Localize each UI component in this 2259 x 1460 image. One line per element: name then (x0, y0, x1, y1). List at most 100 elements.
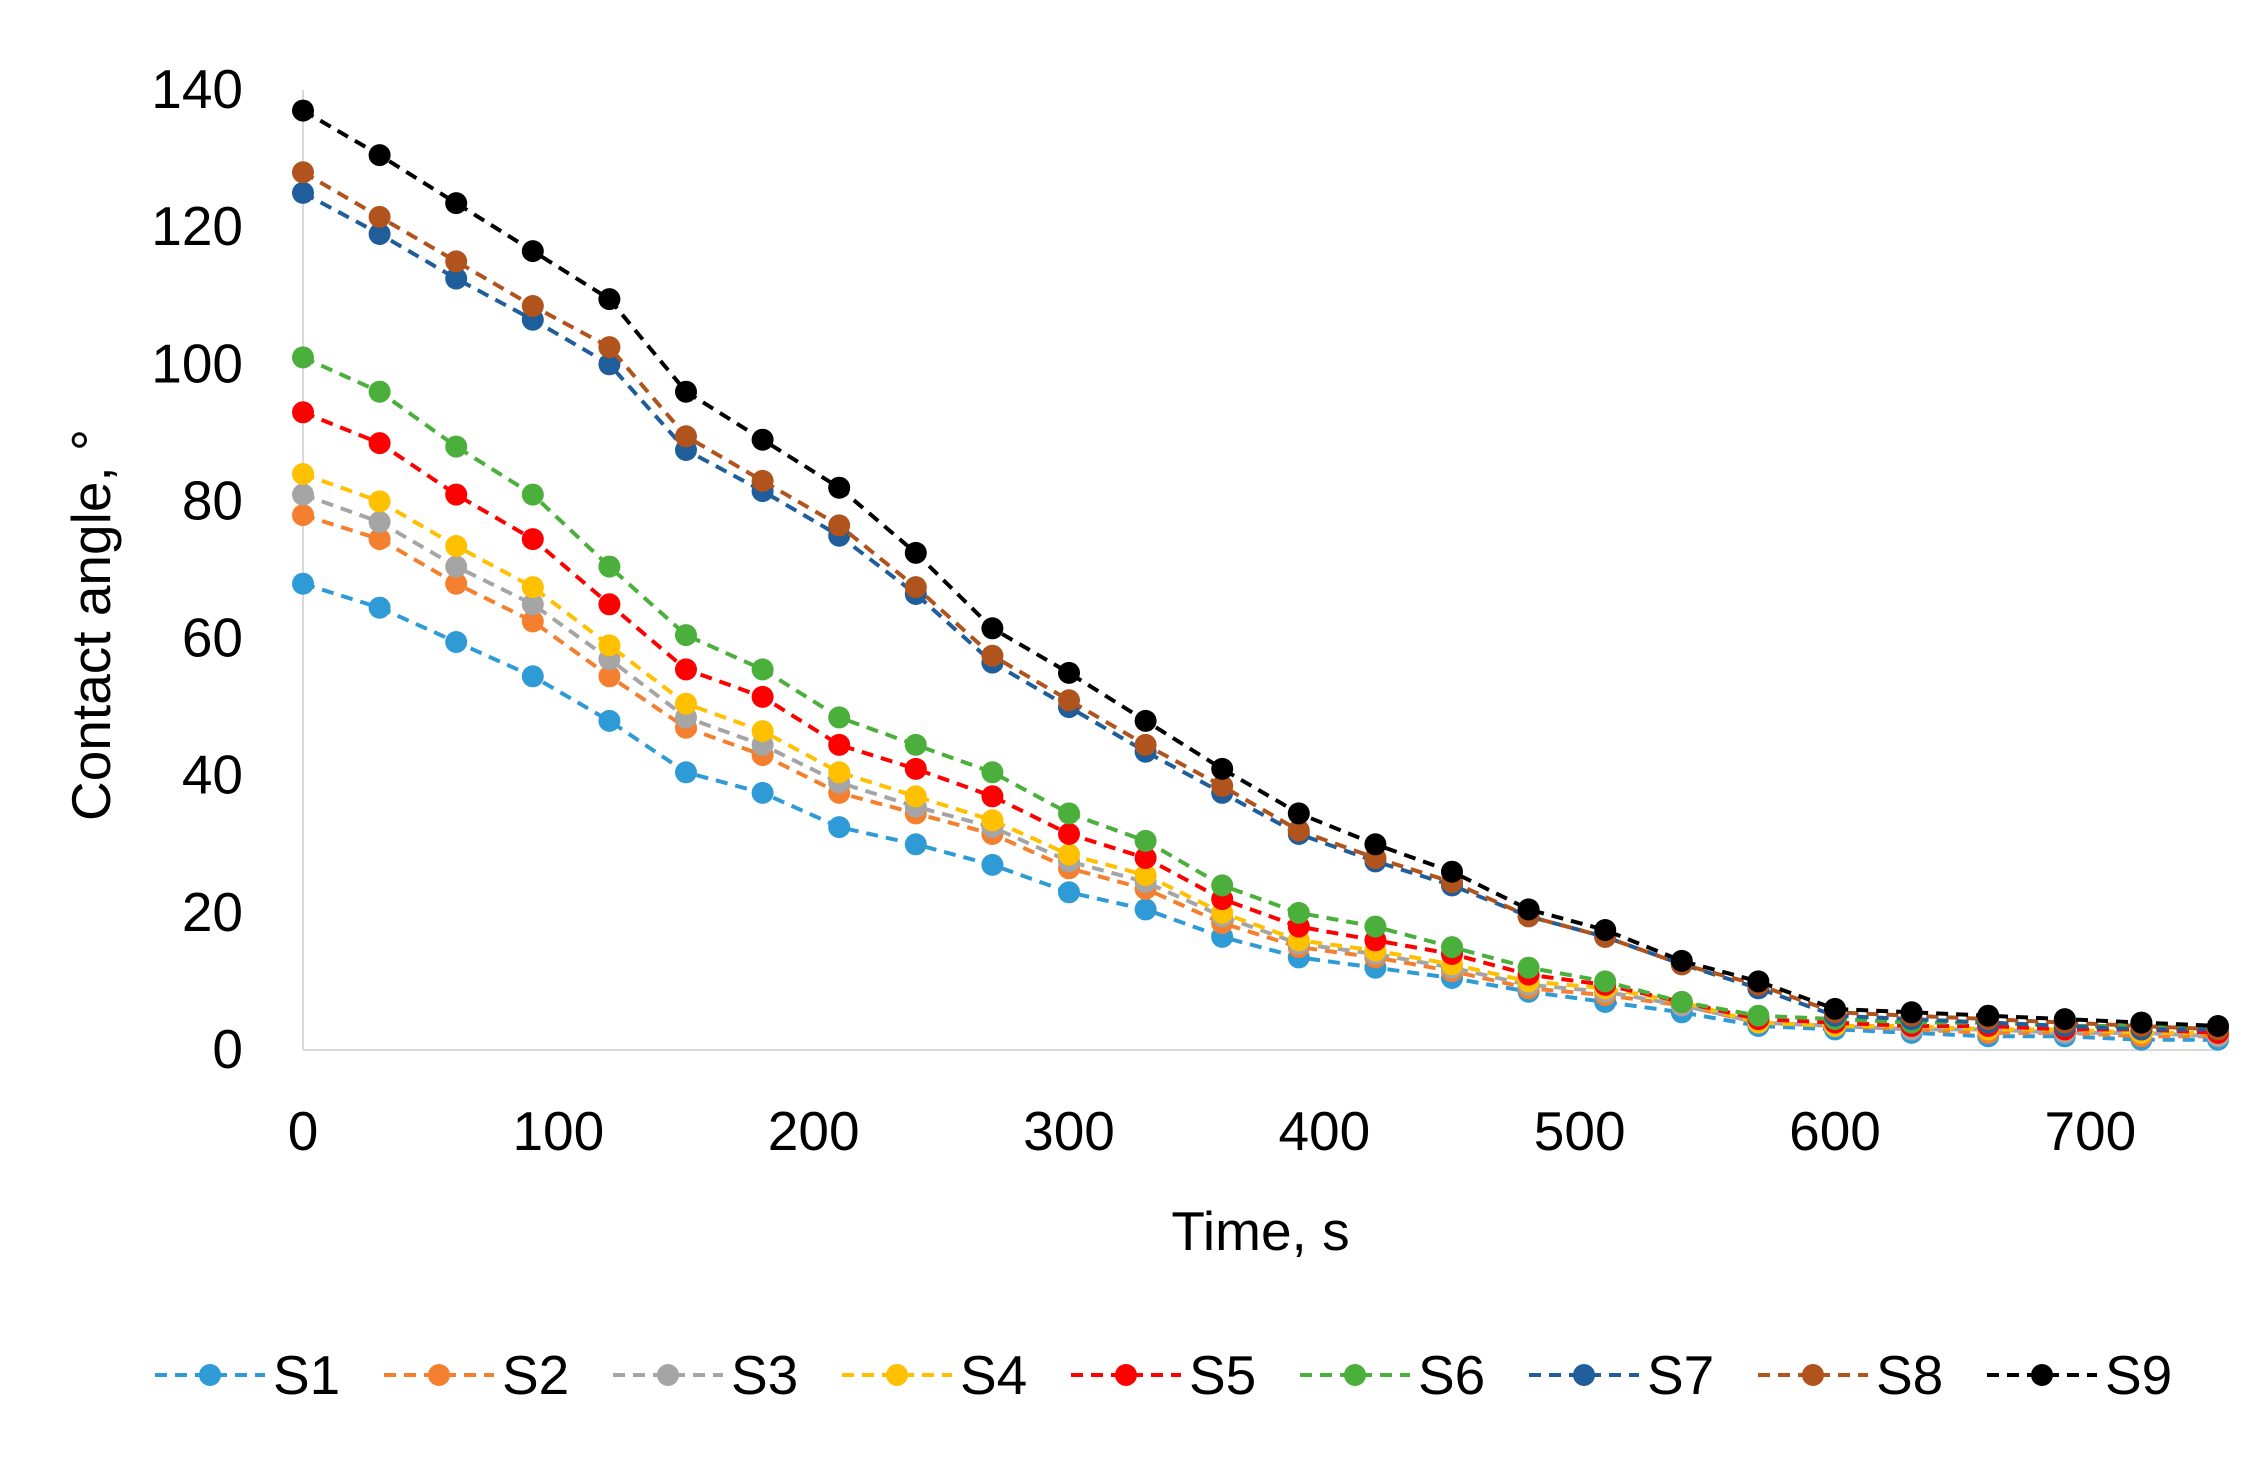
data-point-s7 (368, 223, 391, 245)
data-point-s5 (675, 658, 697, 681)
data-point-s4 (751, 720, 774, 743)
data-point-s9 (598, 288, 621, 311)
data-point-s6 (521, 483, 544, 506)
data-point-s4 (828, 761, 851, 784)
data-point-s6 (1441, 936, 1463, 959)
data-point-s1 (1058, 881, 1080, 904)
data-point-s6 (675, 624, 697, 647)
data-point-s8 (1058, 689, 1080, 712)
y-tick-label: 100 (151, 332, 243, 394)
data-point-s5 (521, 528, 544, 551)
data-point-s1 (368, 596, 391, 619)
data-point-s8 (828, 514, 851, 537)
legend-marker-s4 (886, 1364, 908, 1386)
data-point-s6 (1058, 802, 1080, 825)
data-point-s5 (292, 401, 314, 424)
data-point-s4 (598, 634, 621, 657)
x-tick-label: 600 (1789, 1100, 1881, 1162)
data-point-s8 (675, 425, 697, 448)
legend-marker-s6 (1344, 1364, 1366, 1386)
data-point-s9 (1670, 949, 1693, 972)
data-point-s5 (445, 483, 468, 506)
legend-label-s2: S2 (502, 1344, 569, 1406)
legend-marker-s2 (428, 1364, 450, 1386)
x-tick-label: 200 (768, 1100, 860, 1162)
data-point-s2 (521, 610, 544, 633)
data-point-s6 (1670, 991, 1693, 1013)
data-point-s4 (981, 809, 1004, 832)
legend-label-s9: S9 (2105, 1344, 2172, 1406)
data-point-s9 (292, 99, 314, 122)
data-point-s5 (904, 757, 927, 780)
data-point-s6 (1134, 829, 1157, 852)
data-point-s6 (981, 761, 1004, 784)
data-point-s8 (1211, 775, 1234, 797)
data-point-s7 (598, 353, 621, 376)
x-tick-label: 100 (512, 1100, 604, 1162)
series-line-s7 (302, 191, 2218, 1032)
data-point-s8 (981, 644, 1004, 667)
legend-label-s8: S8 (1876, 1344, 1943, 1406)
data-point-s8 (598, 336, 621, 359)
y-tick-label: 120 (151, 195, 243, 257)
data-point-s9 (1747, 970, 1770, 993)
data-point-s2 (368, 528, 391, 551)
x-tick-label: 700 (2044, 1100, 2136, 1162)
data-point-s5 (751, 685, 774, 708)
data-point-s9 (2053, 1008, 2076, 1031)
data-point-s9 (1058, 661, 1080, 684)
legend-marker-s8 (1802, 1364, 1824, 1386)
data-point-s9 (1517, 898, 1540, 921)
data-point-s6 (1287, 901, 1310, 924)
data-point-s4 (445, 535, 468, 557)
data-point-s1 (445, 631, 468, 653)
data-point-s9 (981, 617, 1004, 640)
y-tick-label: 0 (212, 1018, 243, 1080)
data-point-s6 (751, 658, 774, 681)
data-point-s1 (292, 572, 314, 595)
series-line-s6 (302, 355, 2219, 1032)
data-point-s8 (904, 576, 927, 599)
data-point-s6 (292, 346, 314, 369)
series-line-s9 (301, 108, 2219, 1028)
series-line-s3 (302, 492, 2219, 1039)
data-point-s6 (904, 733, 927, 756)
y-axis-title: Contact angle, ° (60, 429, 122, 821)
series-line-s1 (302, 581, 2218, 1042)
data-point-s2 (445, 572, 468, 595)
data-point-s6 (445, 435, 468, 458)
data-point-s9 (368, 144, 391, 167)
legend-label-s6: S6 (1418, 1344, 1485, 1406)
legend-marker-s1 (199, 1364, 221, 1386)
data-point-s8 (521, 295, 544, 317)
data-point-s8 (445, 250, 468, 273)
data-point-s8 (1134, 733, 1157, 756)
data-point-s1 (981, 853, 1004, 876)
data-point-s6 (598, 555, 621, 578)
x-tick-label: 400 (1278, 1100, 1370, 1162)
data-point-s3 (292, 483, 314, 506)
data-point-s5 (598, 593, 621, 616)
data-point-s9 (828, 476, 851, 499)
y-tick-label: 40 (182, 744, 243, 806)
data-point-s9 (1134, 709, 1157, 732)
data-point-s9 (1364, 833, 1387, 856)
data-point-s9 (675, 380, 697, 403)
data-point-s4 (292, 463, 314, 485)
data-point-s9 (1900, 1001, 1923, 1024)
data-point-s8 (292, 161, 314, 184)
legend-label-s3: S3 (731, 1344, 798, 1406)
data-point-s3 (445, 555, 468, 578)
data-point-s8 (1287, 819, 1310, 842)
data-point-s7 (292, 181, 314, 204)
data-point-s4 (521, 576, 544, 599)
data-point-s3 (368, 511, 391, 533)
data-point-s5 (1134, 847, 1157, 869)
data-point-s1 (828, 816, 851, 839)
legend-label-s4: S4 (960, 1344, 1027, 1406)
data-point-s5 (1058, 823, 1080, 845)
data-point-s6 (1364, 915, 1387, 938)
data-point-s6 (1594, 970, 1617, 993)
data-point-s4 (1134, 864, 1157, 887)
